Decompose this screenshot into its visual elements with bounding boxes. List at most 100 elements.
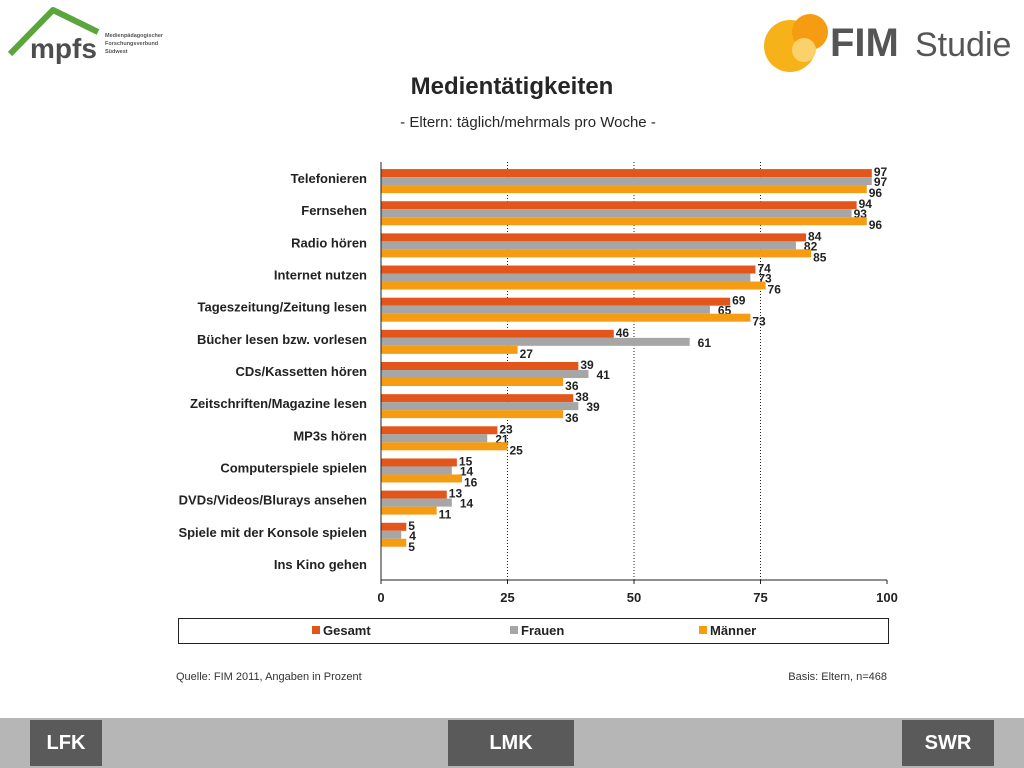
legend-item-gesamt: Gesamt bbox=[312, 623, 371, 638]
data-label-frauen-6: 41 bbox=[596, 368, 610, 382]
legend-label-frauen: Frauen bbox=[521, 623, 565, 638]
bar-gesamt-8 bbox=[381, 426, 498, 435]
data-label-gesamt-10: 13 bbox=[449, 487, 463, 501]
legend-item-frauen: Frauen bbox=[510, 623, 564, 638]
lmk-logo: LMK bbox=[448, 720, 574, 766]
legend: Gesamt Frauen Männer bbox=[178, 618, 889, 644]
bar-frauen-6 bbox=[381, 370, 589, 378]
category-label-6: CDs/Kassetten hören bbox=[236, 364, 368, 379]
legend-item-maenner: Männer bbox=[699, 623, 756, 638]
bar-männer-8 bbox=[381, 442, 508, 451]
data-label-männer-4: 73 bbox=[752, 315, 766, 329]
chart-subtitle: - Eltern: täglich/mehrmals pro Woche - bbox=[400, 114, 656, 131]
bar-gesamt-11 bbox=[381, 522, 407, 531]
swr-logo-text: SWR bbox=[924, 732, 972, 754]
bar-gesamt-1 bbox=[381, 201, 857, 210]
bar-gesamt-10 bbox=[381, 490, 447, 499]
mpfs-sub-line-3: Südwest bbox=[105, 49, 128, 55]
legend-swatch-frauen bbox=[510, 626, 518, 634]
data-label-gesamt-7: 38 bbox=[575, 390, 589, 404]
data-label-männer-1: 96 bbox=[869, 218, 883, 232]
data-label-männer-6: 36 bbox=[565, 379, 579, 393]
bar-frauen-3 bbox=[381, 273, 751, 282]
fim-logo-studie: Studie bbox=[915, 26, 1010, 64]
data-label-gesamt-5: 46 bbox=[616, 326, 630, 340]
header: mpfs Medienpädagogischer Forschungsverbu… bbox=[0, 0, 1024, 80]
mpfs-sub-line-2: Forschungsverbund bbox=[105, 41, 159, 47]
mpfs-subtitle: Medienpädagogischer Forschungsverbund Sü… bbox=[105, 32, 163, 56]
bar-gesamt-6 bbox=[381, 362, 579, 370]
category-label-10: DVDs/Videos/Blurays ansehen bbox=[179, 493, 367, 508]
legend-label-maenner: Männer bbox=[710, 623, 757, 638]
x-tick-label-50: 50 bbox=[627, 590, 641, 605]
legend-swatch-maenner bbox=[699, 626, 707, 634]
data-label-gesamt-6: 39 bbox=[580, 358, 594, 372]
bar-gesamt-7 bbox=[381, 394, 574, 403]
category-label-3: Internet nutzen bbox=[274, 268, 367, 283]
bar-gesamt-5 bbox=[381, 329, 614, 338]
lmk-logo-text: LMK bbox=[489, 732, 533, 754]
bar-gesamt-3 bbox=[381, 265, 756, 274]
bar-männer-7 bbox=[381, 410, 564, 419]
category-label-9: Computerspiele spielen bbox=[220, 460, 367, 475]
bar-gesamt-9 bbox=[381, 458, 457, 467]
data-label-männer-8: 25 bbox=[510, 443, 524, 457]
data-label-männer-10: 11 bbox=[439, 508, 452, 522]
bar-männer-3 bbox=[381, 281, 766, 290]
category-label-7: Zeitschriften/Magazine lesen bbox=[190, 396, 367, 411]
bar-männer-10 bbox=[381, 506, 437, 515]
data-label-frauen-5: 61 bbox=[698, 336, 712, 350]
x-tick-label-0: 0 bbox=[377, 590, 384, 605]
data-label-gesamt-4: 69 bbox=[732, 294, 746, 308]
legend-swatch-gesamt bbox=[312, 626, 320, 634]
bar-frauen-1 bbox=[381, 209, 852, 218]
data-label-männer-5: 27 bbox=[520, 347, 534, 361]
category-label-0: Telefonieren bbox=[291, 171, 367, 186]
swr-logo: SWR bbox=[902, 720, 994, 766]
category-label-1: Fernsehen bbox=[301, 203, 367, 218]
bar-männer-4 bbox=[381, 313, 751, 322]
category-label-12: Ins Kino gehen bbox=[274, 557, 367, 572]
chart-title: Medientätigkeiten bbox=[410, 73, 614, 100]
lfk-logo: LFK bbox=[30, 720, 102, 766]
x-tick-label-25: 25 bbox=[500, 590, 514, 605]
category-label-11: Spiele mit der Konsole spielen bbox=[178, 525, 367, 540]
mpfs-logo: mpfs Medienpädagogischer Forschungsverbu… bbox=[7, 2, 178, 64]
fim-logo-text: FIM bbox=[830, 21, 899, 65]
data-label-frauen-7: 39 bbox=[586, 400, 600, 414]
bar-frauen-10 bbox=[381, 498, 452, 507]
fim-logo: FIM Studie bbox=[760, 10, 1011, 74]
bar-frauen-9 bbox=[381, 466, 452, 475]
lfk-logo-text: LFK bbox=[46, 732, 86, 754]
bar-frauen-8 bbox=[381, 434, 488, 443]
data-label-gesamt-11: 5 bbox=[408, 519, 415, 533]
footer-bar: LFK LMK SWR bbox=[0, 718, 1024, 768]
data-label-gesamt-3: 74 bbox=[757, 262, 771, 276]
data-label-frauen-10: 14 bbox=[460, 497, 474, 511]
data-label-männer-3: 76 bbox=[768, 283, 782, 297]
bar-männer-2 bbox=[381, 249, 812, 258]
bar-frauen-7 bbox=[381, 402, 579, 411]
bar-chart: 979796Telefonieren949396Fernsehen848285R… bbox=[178, 162, 898, 605]
bar-männer-9 bbox=[381, 474, 462, 483]
bar-männer-6 bbox=[381, 378, 564, 386]
basis-note: Basis: Eltern, n=468 bbox=[788, 671, 887, 683]
bar-frauen-11 bbox=[381, 530, 402, 539]
bar-frauen-5 bbox=[381, 337, 690, 346]
data-label-männer-0: 96 bbox=[869, 186, 883, 200]
data-label-gesamt-0: 97 bbox=[874, 165, 888, 179]
category-label-8: MP3s hören bbox=[293, 428, 367, 443]
bar-frauen-2 bbox=[381, 241, 796, 250]
bar-männer-11 bbox=[381, 538, 407, 547]
data-label-männer-7: 36 bbox=[565, 411, 579, 425]
data-label-gesamt-9: 15 bbox=[459, 454, 473, 468]
mpfs-logo-text: mpfs bbox=[30, 33, 97, 64]
mpfs-sub-line-1: Medienpädagogischer bbox=[105, 33, 164, 39]
data-label-männer-2: 85 bbox=[813, 250, 827, 264]
bar-männer-1 bbox=[381, 217, 867, 226]
bar-frauen-0 bbox=[381, 177, 872, 186]
category-label-4: Tageszeitung/Zeitung lesen bbox=[197, 300, 367, 315]
data-label-gesamt-8: 23 bbox=[499, 422, 513, 436]
source-note: Quelle: FIM 2011, Angaben in Prozent bbox=[176, 671, 362, 683]
mpfs-roof-icon: mpfs bbox=[7, 7, 100, 64]
